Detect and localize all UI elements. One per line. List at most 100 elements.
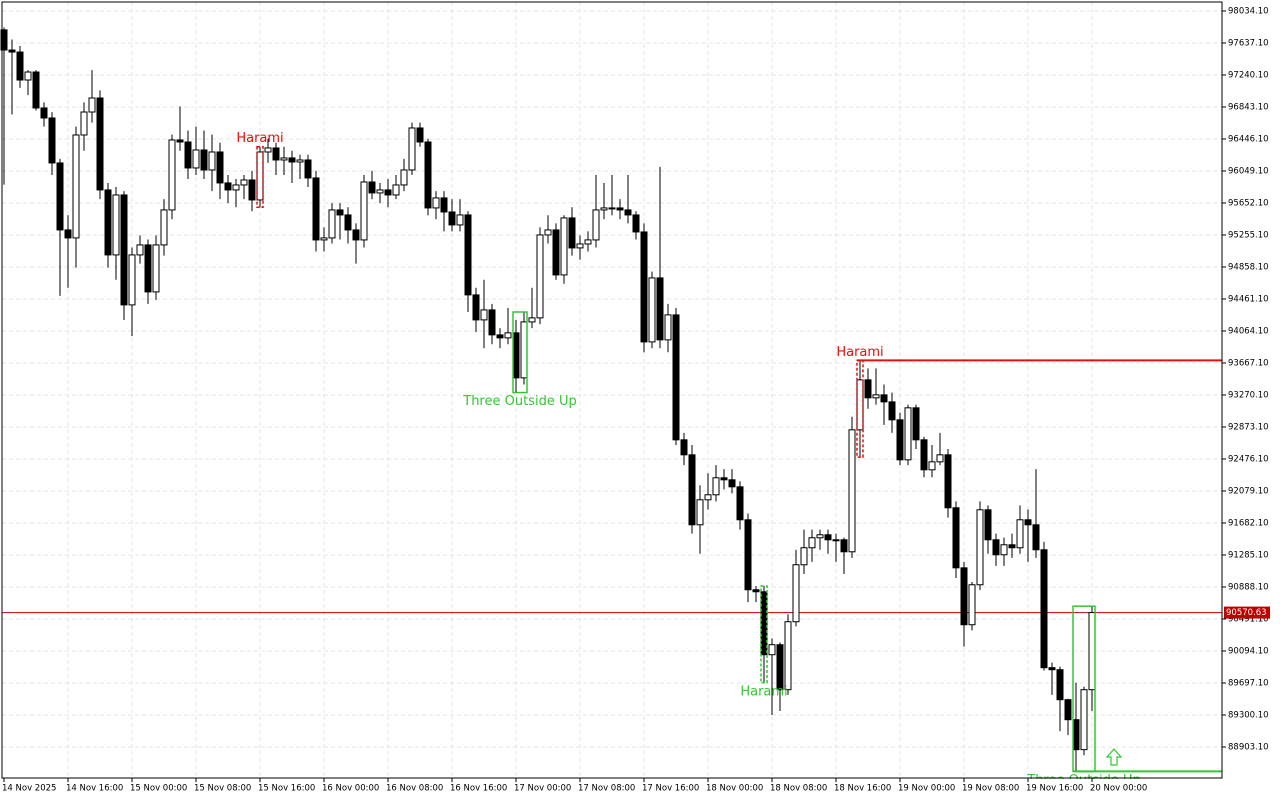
y-tick-label: 97240.10 (1228, 71, 1269, 81)
y-tick-label: 89697.10 (1228, 679, 1269, 689)
candle-body (616, 207, 624, 211)
candle-body (120, 194, 128, 306)
candle-body (952, 507, 960, 569)
candle-body (800, 547, 808, 566)
candle-body (808, 537, 816, 549)
y-tick-label: 92476.10 (1228, 455, 1269, 465)
y-tick-label: 95255.10 (1228, 231, 1269, 241)
candle-body (368, 181, 376, 194)
candle-body (592, 209, 600, 241)
candle-body (104, 189, 112, 256)
candle-body (296, 159, 304, 163)
candle-body (72, 134, 80, 239)
candle-body (232, 184, 240, 191)
candle-body (992, 539, 1000, 556)
x-tick-label: 19 Nov 00:00 (898, 784, 955, 794)
x-tick-label: 19 Nov 16:00 (1026, 784, 1083, 794)
candle-body (24, 71, 32, 81)
candle-body (696, 499, 704, 526)
candle-body (1000, 544, 1008, 556)
y-tick-label: 90094.10 (1228, 647, 1269, 657)
candle-body (112, 194, 120, 256)
x-tick-label: 18 Nov 08:00 (770, 784, 827, 794)
candle-body (688, 454, 696, 526)
candle-body (168, 139, 176, 211)
candle-body (656, 277, 664, 341)
plot-frame (1, 1, 1223, 779)
candle-body (528, 317, 536, 323)
candle-body (552, 229, 560, 276)
x-tick-label: 14 Nov 2025 (2, 784, 56, 794)
x-tick-label: 16 Nov 00:00 (322, 784, 379, 794)
y-tick-label: 93270.10 (1228, 391, 1269, 401)
candle-body (752, 589, 760, 593)
candle-body (792, 564, 800, 623)
candle-body (448, 211, 456, 226)
y-tick-label: 88903.10 (1228, 742, 1269, 752)
candle-body (1064, 699, 1072, 721)
candle-body (648, 277, 656, 343)
candle-body (456, 214, 464, 226)
y-tick-label: 94461.10 (1228, 295, 1269, 305)
candle-body (824, 534, 832, 541)
x-tick-label: 15 Nov 00:00 (130, 784, 187, 794)
candle-body (40, 107, 48, 119)
candle-body (224, 182, 232, 191)
candle-body (848, 429, 856, 553)
candle-body (288, 157, 296, 163)
candle-body (0, 29, 8, 51)
candle-body (336, 209, 344, 216)
y-tick-label: 90888.10 (1228, 583, 1269, 593)
candle-body (472, 294, 480, 321)
x-tick-label: 19 Nov 08:00 (962, 784, 1019, 794)
candle-body (1040, 549, 1048, 669)
x-tick-label: 17 Nov 00:00 (514, 784, 571, 794)
y-tick-label: 95652.10 (1228, 199, 1269, 209)
x-tick-label: 16 Nov 16:00 (450, 784, 507, 794)
candle-body (480, 309, 488, 321)
candle-body (360, 181, 368, 241)
candle-body (1024, 519, 1032, 526)
candle-body (680, 439, 688, 456)
candle-body (160, 209, 168, 246)
x-tick-label: 18 Nov 00:00 (706, 784, 763, 794)
x-tick-label: 14 Nov 16:00 (66, 784, 123, 794)
candle-body (728, 479, 736, 488)
candle-body (432, 197, 440, 209)
candle-body (704, 494, 712, 501)
y-tick-label: 89300.10 (1228, 710, 1269, 720)
pattern-box (512, 311, 528, 394)
candle-body (624, 209, 632, 216)
y-tick-label: 96843.10 (1228, 103, 1269, 113)
candle-body (632, 214, 640, 233)
candle-body (560, 217, 568, 276)
candle-body (816, 534, 824, 539)
candle-body (856, 379, 864, 431)
candle-body (248, 179, 256, 201)
candle-body (32, 71, 40, 109)
candle-body (80, 111, 88, 136)
candle-body (768, 644, 776, 656)
candle-body (520, 321, 528, 379)
candle-body (1032, 524, 1040, 551)
candle-body (608, 207, 616, 210)
pattern-label: Harami (740, 684, 787, 699)
candle-body (984, 509, 992, 541)
candle-body (912, 407, 920, 441)
x-tick-label: 17 Nov 16:00 (642, 784, 699, 794)
candle-body (904, 407, 912, 461)
x-tick-label: 16 Nov 08:00 (386, 784, 443, 794)
candle-body (896, 419, 904, 461)
candle-body (744, 519, 752, 591)
candle-body (376, 189, 384, 194)
y-tick-label: 91682.10 (1228, 519, 1269, 529)
candle-body (184, 141, 192, 169)
y-tick-label: 94064.10 (1228, 327, 1269, 337)
candle-body (352, 229, 360, 241)
candle-body (464, 214, 472, 296)
candle-body (1008, 544, 1016, 549)
pattern-label: Harami (236, 131, 283, 146)
candle-body (600, 207, 608, 211)
candle-body (424, 141, 432, 209)
